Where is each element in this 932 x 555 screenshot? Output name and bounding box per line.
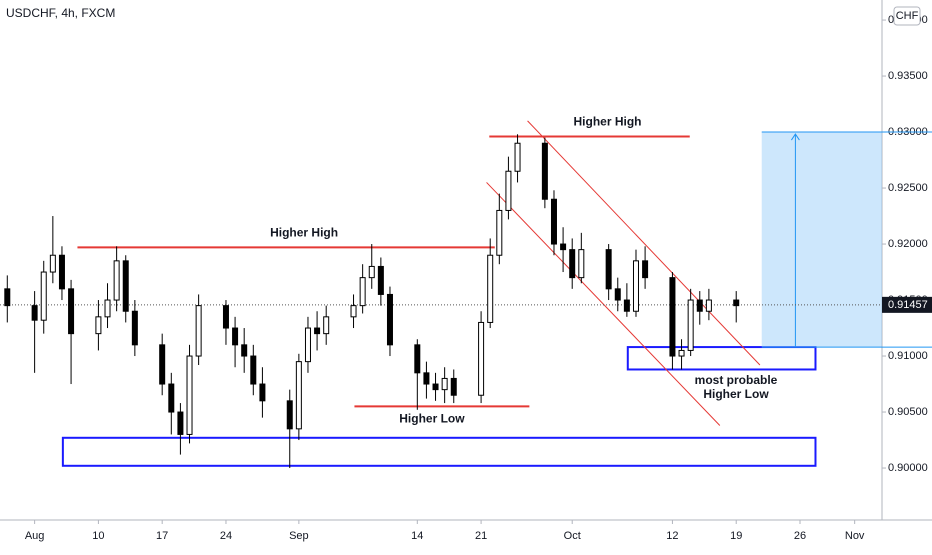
level-label: Higher Low	[399, 412, 465, 426]
y-tick-label: 0.90000	[888, 462, 928, 474]
channel-line	[486, 182, 721, 426]
candle-body	[414, 344, 421, 374]
candle-body	[441, 377, 448, 391]
candle-body	[4, 288, 11, 307]
position-arrow-head	[790, 133, 800, 141]
x-tick-label: 19	[730, 530, 742, 542]
candle-body	[541, 142, 548, 200]
channel-line	[527, 120, 761, 366]
zone-box	[61, 436, 817, 467]
x-tick-label: 24	[220, 530, 232, 542]
candle-body	[569, 249, 576, 279]
candle-body	[241, 344, 248, 357]
candle-body	[423, 372, 430, 385]
last-price-label: 0.91457	[888, 299, 928, 311]
candle-body	[514, 142, 521, 172]
candle-body	[605, 249, 612, 290]
x-tick-label: Aug	[25, 530, 45, 542]
candle-body	[377, 265, 384, 295]
candle-body	[68, 288, 75, 335]
candle-body	[95, 316, 102, 335]
candle-body	[642, 260, 649, 279]
candle-body	[505, 170, 512, 211]
x-tick-label: 12	[666, 530, 678, 542]
candle-body	[31, 305, 38, 321]
candle-body	[323, 316, 330, 335]
candle-body	[578, 249, 585, 279]
x-tick-label: Nov	[845, 530, 865, 542]
y-tick-label: 0.93500	[888, 70, 928, 82]
x-tick-label: 10	[92, 530, 104, 542]
candle-body	[632, 260, 639, 312]
candle-body	[122, 260, 129, 312]
candle-body	[304, 327, 311, 363]
candle-body	[186, 355, 193, 435]
candle-body	[678, 349, 685, 357]
y-tick-label: 0.92000	[888, 238, 928, 250]
currency-badge	[893, 6, 921, 26]
candle-body	[550, 198, 557, 245]
candle-body	[159, 344, 166, 385]
y-tick-label: 0.91000	[888, 350, 928, 362]
candle-body	[450, 377, 457, 396]
x-tick-label: Oct	[564, 530, 581, 542]
candle-body	[696, 299, 703, 312]
candle-body	[614, 288, 621, 301]
candle-body	[195, 305, 202, 357]
candle-body	[58, 254, 65, 290]
candle-body	[687, 299, 694, 351]
candle-body	[104, 299, 111, 318]
candle-body	[350, 305, 357, 318]
candle-body	[669, 277, 676, 357]
x-tick-label: 14	[411, 530, 423, 542]
candle-body	[168, 383, 175, 413]
candle-body	[314, 327, 321, 335]
level-label: Higher High	[270, 226, 338, 240]
candle-body	[705, 299, 712, 312]
candle-body	[359, 277, 366, 307]
candle-body	[250, 355, 257, 385]
candle-body	[432, 383, 439, 391]
candle-body	[487, 254, 494, 323]
y-tick-label: 0.92500	[888, 182, 928, 194]
x-tick-label: 21	[475, 530, 487, 542]
candle-body	[113, 260, 120, 301]
candle-body	[259, 383, 266, 402]
level-label: Higher High	[574, 115, 642, 129]
candle-body	[131, 310, 138, 346]
candle-body	[222, 305, 229, 329]
candle-body	[49, 254, 56, 273]
candle-body	[560, 243, 567, 251]
candle-body	[286, 400, 293, 430]
candle-body	[232, 327, 239, 346]
currency-label: CHF	[896, 10, 919, 22]
candle-body	[733, 299, 740, 307]
last-price-tag	[882, 296, 932, 313]
x-tick-label: 17	[156, 530, 168, 542]
position-box	[761, 132, 882, 348]
candle-body	[386, 293, 393, 346]
zone-box	[626, 346, 817, 371]
y-tick-label: 0.90500	[888, 406, 928, 418]
candle-body	[295, 361, 302, 430]
chart-title: USDCHF, 4h, FXCM	[6, 6, 115, 20]
candle-body	[496, 209, 503, 256]
candle-body	[368, 265, 375, 279]
candle-body	[177, 411, 184, 435]
note-text: most probable	[695, 373, 778, 387]
x-tick-label: 26	[794, 530, 806, 542]
note-text: Higher Low	[703, 387, 769, 401]
x-tick-label: Sep	[289, 530, 309, 542]
candle-body	[478, 321, 485, 396]
candle-body	[623, 299, 630, 312]
candle-body	[40, 271, 47, 321]
